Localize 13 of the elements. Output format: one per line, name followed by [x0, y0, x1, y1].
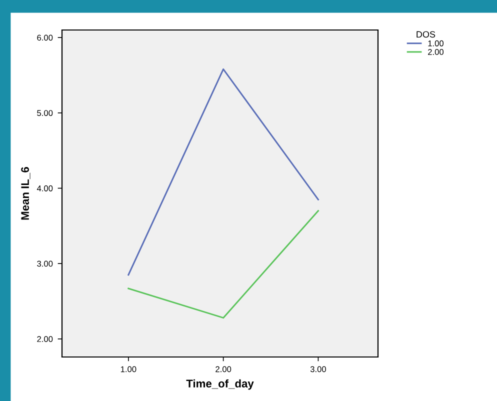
x-axis-title: Time_of_day	[186, 379, 254, 390]
y-tick-label: 5.00	[37, 110, 53, 116]
y-tick-label: 2.00	[37, 336, 53, 342]
x-tick-label: 1.00	[120, 366, 136, 372]
x-tick-label: 3.00	[310, 366, 326, 372]
y-axis-title: Mean IL_6	[21, 167, 30, 220]
legend-title: DOS	[416, 31, 436, 38]
y-tick-label: 4.00	[36, 185, 53, 192]
x-tick-label: 2.00	[216, 366, 232, 372]
legend-label: 2.00	[428, 49, 444, 55]
y-tick-label: 3.00	[37, 260, 53, 267]
y-tick-label: 6.00	[37, 34, 53, 41]
legend-label: 1.00	[428, 40, 444, 46]
